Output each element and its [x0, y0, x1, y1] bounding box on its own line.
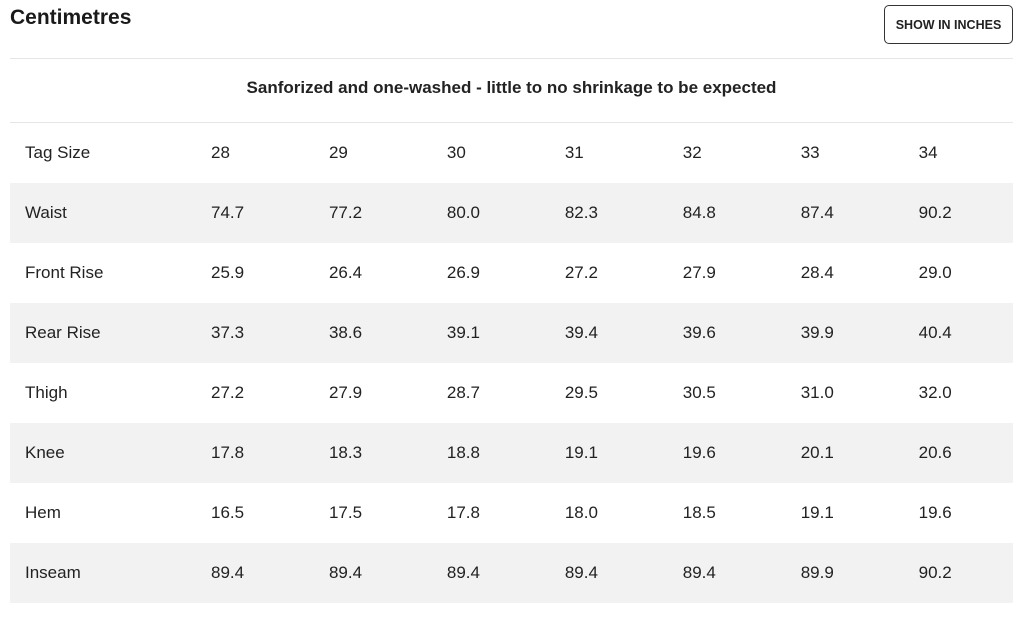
size-header-cell: 34 — [918, 143, 938, 162]
measurement-cell: 89.9 — [800, 563, 834, 582]
measurement-cell: 28.7 — [446, 383, 480, 402]
measurement-cell: 31.0 — [800, 383, 834, 402]
measurement-cell: 39.9 — [800, 323, 834, 342]
measurement-cell: 19.1 — [564, 443, 598, 462]
measurement-cell: 89.4 — [446, 563, 480, 582]
measurement-cell: 18.8 — [446, 443, 480, 462]
measurement-cell: 74.7 — [211, 203, 245, 222]
measurement-cell: 17.5 — [328, 503, 363, 522]
row-label: Hem — [25, 503, 61, 522]
shrinkage-note: Sanforized and one-washed - little to no… — [10, 58, 1013, 123]
measurement-cell: 89.4 — [211, 563, 245, 582]
row-label: Inseam — [25, 563, 81, 582]
measurement-cell: 90.2 — [918, 563, 952, 582]
measurement-cell: 19.6 — [918, 503, 952, 522]
measurement-cell: 27.9 — [328, 383, 363, 402]
size-header-cell: 31 — [564, 143, 584, 162]
measurement-cell: 40.4 — [918, 323, 952, 342]
measurement-cell: 20.1 — [800, 443, 834, 462]
measurement-cell: 19.6 — [682, 443, 716, 462]
measurement-cell: 39.4 — [564, 323, 598, 342]
measurement-cell: 39.1 — [446, 323, 480, 342]
measurement-cell: 27.9 — [682, 263, 716, 282]
measurement-cell: 18.5 — [682, 503, 716, 522]
row-label: Tag Size — [25, 143, 91, 162]
measurement-cell: 37.3 — [211, 323, 245, 342]
measurement-cell: 17.8 — [446, 503, 480, 522]
measurement-cell: 89.4 — [682, 563, 716, 582]
measurement-cell: 17.8 — [211, 443, 245, 462]
size-header-cell: 28 — [211, 143, 230, 162]
table-row: Knee 17.8 18.3 18.8 19.1 19.6 20.1 20.6 — [10, 423, 1013, 483]
measurement-cell: 20.6 — [918, 443, 952, 462]
measurement-cell: 18.3 — [328, 443, 363, 462]
measurement-cell: 30.5 — [682, 383, 716, 402]
measurement-cell: 27.2 — [564, 263, 598, 282]
table-row: Hem 16.5 17.5 17.8 18.0 18.5 19.1 19.6 — [10, 483, 1013, 543]
measurement-cell: 16.5 — [211, 503, 245, 522]
measurement-cell: 80.0 — [446, 203, 480, 222]
size-chart-header: Centimetres SHOW IN INCHES — [10, 0, 1013, 59]
measurement-cell: 87.4 — [800, 203, 834, 222]
table-row: Waist 74.7 77.2 80.0 82.3 84.8 87.4 90.2 — [10, 183, 1013, 243]
size-header-cell: 33 — [800, 143, 820, 162]
row-label: Rear Rise — [25, 323, 101, 342]
size-table: Tag Size 28 29 30 31 32 33 34 Waist 74.7… — [10, 123, 1013, 603]
measurement-cell: 28.4 — [800, 263, 834, 282]
row-label: Waist — [25, 203, 67, 222]
measurement-cell: 26.9 — [446, 263, 480, 282]
table-row: Front Rise 25.9 26.4 26.9 27.2 27.9 28.4… — [10, 243, 1013, 303]
measurement-cell: 26.4 — [328, 263, 363, 282]
size-header-cell: 32 — [682, 143, 702, 162]
table-row: Rear Rise 37.3 38.6 39.1 39.4 39.6 39.9 … — [10, 303, 1013, 363]
size-header-cell: 29 — [328, 143, 348, 162]
measurement-cell: 77.2 — [328, 203, 363, 222]
page-title: Centimetres — [10, 6, 132, 29]
measurement-cell: 89.4 — [564, 563, 598, 582]
table-header-row: Tag Size 28 29 30 31 32 33 34 — [10, 123, 1013, 183]
measurement-cell: 89.4 — [328, 563, 363, 582]
table-row: Inseam 89.4 89.4 89.4 89.4 89.4 89.9 90.… — [10, 543, 1013, 603]
size-header-cell: 30 — [446, 143, 466, 162]
row-label: Front Rise — [25, 263, 104, 282]
measurement-cell: 39.6 — [682, 323, 716, 342]
measurement-cell: 29.5 — [564, 383, 598, 402]
measurement-cell: 90.2 — [918, 203, 952, 222]
table-row: Thigh 27.2 27.9 28.7 29.5 30.5 31.0 32.0 — [10, 363, 1013, 423]
row-label: Thigh — [25, 383, 68, 402]
measurement-cell: 38.6 — [328, 323, 363, 342]
row-label: Knee — [25, 443, 65, 462]
measurement-cell: 82.3 — [564, 203, 598, 222]
measurement-cell: 84.8 — [682, 203, 716, 222]
show-in-inches-button[interactable]: SHOW IN INCHES — [884, 5, 1013, 44]
measurement-cell: 27.2 — [211, 383, 245, 402]
measurement-cell: 25.9 — [211, 263, 245, 282]
measurement-cell: 18.0 — [564, 503, 598, 522]
measurement-cell: 19.1 — [800, 503, 834, 522]
measurement-cell: 29.0 — [918, 263, 952, 282]
measurement-cell: 32.0 — [918, 383, 952, 402]
